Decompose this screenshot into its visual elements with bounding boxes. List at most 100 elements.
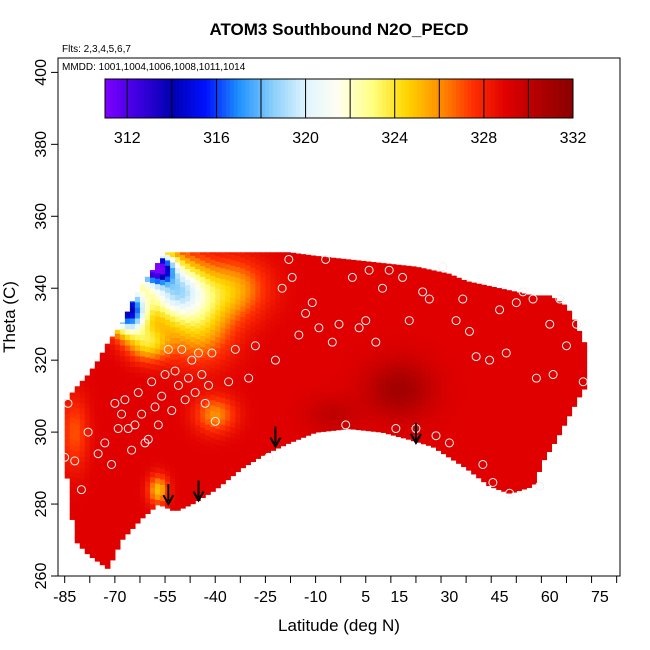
- heatmap-cell: [405, 298, 412, 305]
- heatmap-cell: [94, 442, 101, 449]
- heatmap-cell: [245, 405, 251, 412]
- heatmap-cell: [165, 297, 171, 304]
- heatmap-cell: [496, 462, 502, 469]
- heatmap-cell: [215, 282, 221, 289]
- heatmap-cell: [516, 350, 522, 357]
- heatmap-cell: [245, 372, 251, 379]
- heatmap-cell: [385, 325, 392, 332]
- heatmap-cell: [400, 302, 407, 309]
- heatmap-cell: [501, 334, 507, 341]
- heatmap-cell: [170, 386, 176, 393]
- heatmap-cell: [315, 291, 322, 298]
- heatmap-cell: [215, 444, 221, 451]
- heatmap-cell: [390, 375, 397, 382]
- heatmap-cell: [561, 311, 568, 318]
- heatmap-cell: [170, 278, 176, 285]
- heatmap-cell: [320, 274, 327, 281]
- heatmap-cell: [94, 431, 101, 438]
- heatmap-cell: [501, 404, 507, 411]
- heatmap-cell: [129, 366, 136, 373]
- heatmap-cell: [521, 445, 527, 452]
- heatmap-cell: [205, 359, 211, 366]
- heatmap-cell: [215, 401, 221, 408]
- heatmap-cell: [290, 279, 297, 286]
- heatmap-cell: [400, 308, 407, 315]
- heatmap-cell: [175, 483, 181, 490]
- heatmap-cell: [375, 350, 382, 357]
- heatmap-cell: [245, 254, 251, 261]
- heatmap-cell: [94, 474, 101, 481]
- heatmap-cell: [205, 364, 211, 371]
- heatmap-cell: [210, 269, 216, 276]
- heatmap-cell: [190, 282, 196, 289]
- heatmap-cell: [155, 407, 161, 414]
- observation-point: [398, 272, 408, 282]
- heatmap-cell: [129, 463, 136, 470]
- heatmap-cell: [536, 406, 542, 413]
- heatmap-cell: [69, 465, 76, 472]
- heatmap-cell: [385, 385, 392, 392]
- observation-point: [60, 452, 70, 462]
- heatmap-cell: [315, 280, 322, 287]
- heatmap-cell: [185, 397, 191, 404]
- heatmap-cell: [476, 391, 482, 398]
- heatmap-cell: [230, 351, 236, 358]
- heatmap-cell: [451, 416, 457, 423]
- observation-point: [187, 355, 197, 365]
- heatmap-cell: [340, 369, 347, 376]
- heatmap-cell: [461, 369, 467, 376]
- heatmap-cell: [260, 363, 267, 370]
- heatmap-cell: [64, 445, 71, 452]
- heatmap-cell: [175, 369, 181, 376]
- heatmap-cell: [340, 332, 347, 339]
- heatmap-cell: [456, 312, 462, 319]
- heatmap-cell: [430, 322, 437, 329]
- heatmap-cell: [180, 319, 186, 326]
- heatmap-cell: [290, 317, 297, 324]
- heatmap-cell: [531, 365, 537, 372]
- heatmap-cell: [511, 292, 517, 299]
- heatmap-cell: [205, 407, 211, 414]
- heatmap-cell: [405, 277, 412, 284]
- colorbar-tick-label: 328: [471, 130, 498, 147]
- heatmap-cell: [285, 319, 292, 326]
- heatmap-cell: [165, 410, 171, 417]
- heatmap-cell: [129, 458, 136, 465]
- heatmap-cell: [360, 365, 367, 372]
- heatmap-cell: [210, 410, 216, 417]
- heatmap-cell: [471, 365, 477, 372]
- heatmap-cell: [405, 336, 412, 343]
- observation-point: [204, 380, 214, 390]
- heatmap-cell: [220, 397, 226, 404]
- heatmap-cell: [180, 454, 186, 461]
- heatmap-cell: [506, 309, 512, 316]
- heatmap-cell: [506, 341, 512, 348]
- heatmap-cell: [395, 387, 402, 394]
- colorbar-swatch: [335, 79, 340, 118]
- heatmap-cell: [390, 294, 397, 301]
- heatmap-cell: [255, 285, 261, 292]
- heatmap-cell: [461, 279, 467, 284]
- heatmap-cell: [275, 404, 282, 411]
- heatmap-cell: [185, 317, 191, 323]
- heatmap-cell: [330, 333, 337, 340]
- heatmap-cell: [160, 419, 166, 426]
- heatmap-cell: [486, 388, 492, 395]
- colorbar-swatch: [346, 79, 352, 118]
- heatmap-cell: [521, 434, 527, 441]
- heatmap-cell: [496, 322, 502, 329]
- heatmap-cell: [425, 283, 432, 290]
- heatmap-cell: [170, 305, 176, 312]
- heatmap-cell: [486, 463, 492, 470]
- heatmap-cell: [400, 367, 407, 374]
- heatmap-cell: [375, 269, 382, 276]
- heatmap-cell: [425, 364, 432, 371]
- heatmap-cell: [516, 387, 522, 394]
- heatmap-cell: [280, 402, 287, 409]
- heatmap-cell: [345, 412, 352, 419]
- heatmap-cell: [410, 359, 417, 366]
- heatmap-cell: [330, 392, 337, 399]
- heatmap-cell: [315, 269, 322, 276]
- heatmap-cell: [365, 419, 372, 426]
- heatmap-cell: [104, 433, 111, 440]
